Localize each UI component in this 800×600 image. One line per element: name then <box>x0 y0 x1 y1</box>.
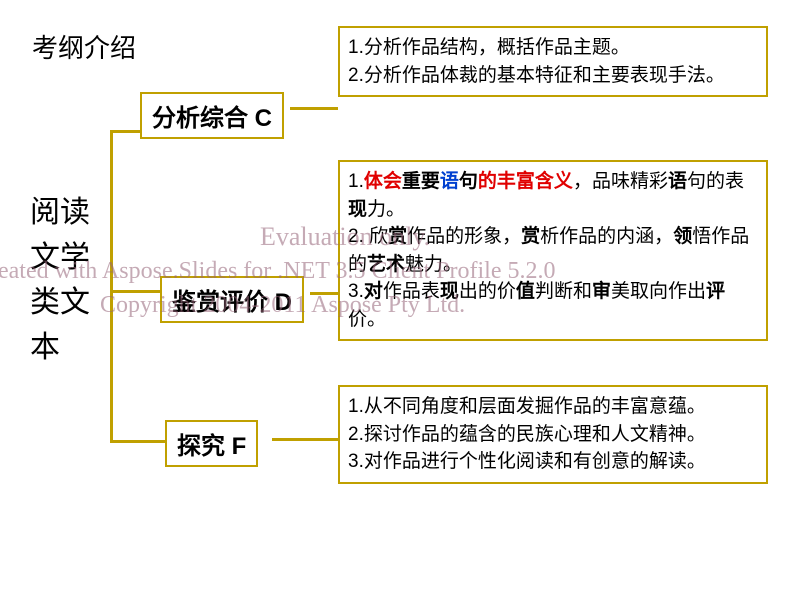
connector-line <box>110 130 113 440</box>
node-box-f: 探究 F <box>165 420 258 467</box>
text-segment: 2. 欣 <box>348 226 388 247</box>
text-segment: 艺术 <box>367 254 405 275</box>
connector-line <box>310 292 338 295</box>
root-label-line: 类文 <box>30 280 100 325</box>
text-segment: 的丰富含义 <box>478 171 573 192</box>
connector-line <box>272 438 338 441</box>
text-segment: 体会 <box>364 171 402 192</box>
text-segment: 1.从不同角度和层面发掘作品的丰富意蕴。 <box>348 396 706 417</box>
text-segment: 3. <box>348 281 364 302</box>
text-segment: 语 <box>440 171 459 192</box>
node-box-c: 分析综合 C <box>140 92 284 139</box>
text-segment: 评 <box>706 281 725 302</box>
text-segment: ，品味精彩 <box>573 171 668 192</box>
detail-box-0: 1.分析作品结构，概括作品主题。 2.分析作品体裁的基本特征和主要表现手法。 <box>338 26 768 97</box>
page-title: 考纲介绍 <box>32 28 136 65</box>
text-segment: 现 <box>440 281 459 302</box>
connector-line <box>110 130 140 133</box>
text-segment: 2.探讨作品的蕴含的民族心理和人文精神。 <box>348 424 706 445</box>
text-segment: 审 <box>592 281 611 302</box>
detail-line: 1.分析作品结构，概括作品主题。 <box>348 34 758 62</box>
detail-line: 2.探讨作品的蕴含的民族心理和人文精神。 <box>348 421 758 449</box>
text-segment: 1. <box>348 171 364 192</box>
connector-line <box>290 107 338 110</box>
text-segment: 1.分析作品结构，概括作品主题。 <box>348 37 630 58</box>
text-segment: 作品表 <box>383 281 440 302</box>
detail-line: 2. 欣赏作品的形象，赏析作品的内涵，领悟作品的艺术魅力。 <box>348 223 758 278</box>
node-box-d: 鉴赏评价 D <box>160 276 304 323</box>
detail-line: 1.从不同角度和层面发掘作品的丰富意蕴。 <box>348 393 758 421</box>
text-segment: 力。 <box>367 199 405 220</box>
connector-line <box>110 440 165 443</box>
text-segment: 3.对作品进行个性化阅读和有创意的解读。 <box>348 451 706 472</box>
root-label-line: 阅读 <box>30 190 100 235</box>
text-segment: 析作品的内涵， <box>540 226 673 247</box>
text-segment: 赏 <box>388 226 407 247</box>
text-segment: 句的表 <box>687 171 744 192</box>
text-segment: 作品的形象， <box>407 226 521 247</box>
root-label: 阅读文学类文本 <box>30 190 100 370</box>
detail-box-1: 1.体会重要语句的丰富含义，品味精彩语句的表现力。2. 欣赏作品的形象，赏析作品… <box>338 160 768 341</box>
root-label-line: 本 <box>30 325 100 370</box>
detail-line: 3.对作品进行个性化阅读和有创意的解读。 <box>348 448 758 476</box>
text-segment: 判断和 <box>535 281 592 302</box>
detail-line: 1.体会重要语句的丰富含义，品味精彩语句的表现力。 <box>348 168 758 223</box>
root-label-line: 文学 <box>30 235 100 280</box>
text-segment: 2.分析作品体裁的基本特征和主要表现手法。 <box>348 65 725 86</box>
text-segment: 现 <box>348 199 367 220</box>
text-segment: 美取向作出 <box>611 281 706 302</box>
text-segment: 价。 <box>348 309 386 330</box>
text-segment: 出的价 <box>459 281 516 302</box>
text-segment: 赏 <box>521 226 540 247</box>
detail-line: 3.对作品表现出的价值判断和审美取向作出评价。 <box>348 278 758 333</box>
text-segment: 值 <box>516 281 535 302</box>
text-segment: 重要 <box>402 171 440 192</box>
text-segment: 魅力。 <box>405 254 462 275</box>
text-segment: 对 <box>364 281 383 302</box>
detail-line: 2.分析作品体裁的基本特征和主要表现手法。 <box>348 62 758 90</box>
detail-box-2: 1.从不同角度和层面发掘作品的丰富意蕴。 2.探讨作品的蕴含的民族心理和人文精神。… <box>338 385 768 484</box>
text-segment: 领 <box>673 226 692 247</box>
connector-line <box>110 290 160 293</box>
text-segment: 句 <box>459 171 478 192</box>
text-segment: 语 <box>668 171 687 192</box>
